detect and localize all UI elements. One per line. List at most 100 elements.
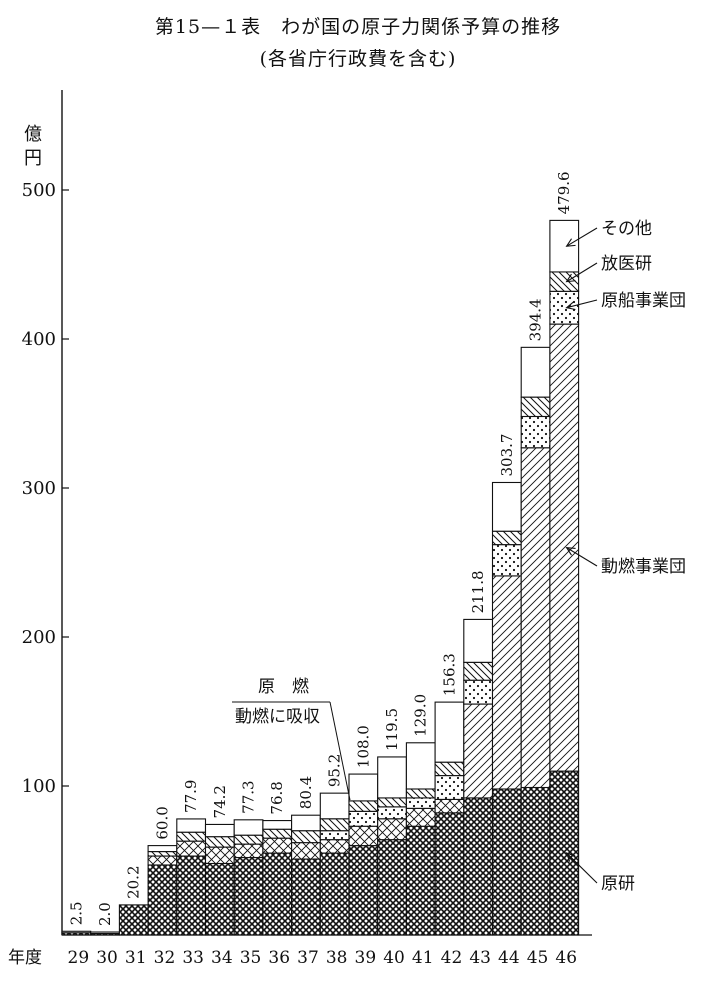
x-tick-label: 36	[268, 948, 290, 968]
bar-segment-46	[549, 271, 580, 292]
bar-segment-46	[549, 770, 580, 936]
legend-arrowhead	[565, 238, 576, 247]
bar-segment-39	[348, 810, 379, 827]
bar-segment-41	[405, 797, 436, 809]
x-tick-label: 35	[240, 948, 262, 968]
bar-total-label: 108.0	[354, 725, 372, 768]
x-tick-label: 44	[498, 948, 520, 968]
x-tick-label: 38	[326, 948, 348, 968]
chart-subtitle: (各省庁行政費を含む)	[259, 48, 457, 70]
x-tick-label: 31	[125, 948, 147, 968]
bar-segment-41	[405, 825, 436, 936]
chart-title: 第15—１表 わが国の原子力関係予算の推移	[154, 16, 562, 38]
bar-segment-38	[319, 818, 350, 832]
bar-total-label: 394.4	[527, 298, 545, 341]
y-tick-label: 200	[22, 627, 56, 648]
bar-segment-34	[204, 836, 235, 848]
bar-segment-37	[291, 830, 321, 844]
bar-total-label: 303.7	[498, 434, 516, 477]
bar-segment-39	[348, 825, 379, 847]
bar-total-label: 129.0	[412, 694, 430, 737]
bar-segment-38	[319, 839, 350, 854]
legend-arrowhead	[565, 273, 576, 283]
legend-arrowhead	[565, 546, 576, 556]
bar-segment-45	[520, 786, 551, 936]
x-tick-label: 43	[469, 948, 491, 968]
legend-label: その他	[601, 219, 652, 239]
bar-segment-40	[377, 839, 407, 936]
bar-segment-44	[491, 575, 522, 790]
bar-segment-46	[549, 323, 580, 772]
annotation-label: 動燃に吸収	[235, 707, 320, 727]
bar-segment-32	[147, 855, 178, 866]
bar-total-label: 119.5	[383, 708, 401, 751]
x-tick-label: 29	[68, 948, 90, 968]
bar-segment-42	[434, 701, 465, 763]
bar-segment-44	[491, 544, 522, 577]
x-tick-label: 45	[527, 948, 549, 968]
bar-segment-41	[405, 807, 436, 827]
bar-segment-32	[147, 864, 178, 936]
bar-total-label: 2.5	[67, 901, 85, 925]
y-tick-label: 300	[22, 478, 56, 499]
bar-segment-46	[549, 290, 580, 325]
bar-segment-43	[463, 661, 494, 681]
annotation-label: 原 燃	[258, 677, 309, 697]
bar-segment-42	[434, 775, 465, 800]
bar-segment-33	[176, 840, 207, 857]
bar-segment-43	[463, 703, 494, 799]
bar-segment-38	[319, 792, 350, 820]
bar-segment-37	[291, 814, 321, 832]
bar-total-label: 74.2	[211, 785, 229, 818]
bar-segment-36	[262, 852, 293, 936]
bar-segment-35	[233, 819, 264, 836]
bar-segment-36	[262, 828, 293, 839]
bar-segment-45	[520, 346, 551, 398]
legend-arrow	[566, 262, 598, 283]
bar-total-label: 211.8	[469, 570, 487, 613]
bar-segment-34	[204, 862, 235, 936]
y-tick-label: 100	[22, 776, 56, 797]
bar-segment-31	[118, 904, 149, 936]
bar-segment-37	[291, 842, 321, 860]
bar-total-label: 95.2	[326, 754, 344, 787]
x-tick-label: 40	[383, 948, 405, 968]
bar-segment-46	[549, 219, 580, 273]
legend-arrow	[566, 852, 598, 884]
bar-segment-33	[176, 855, 207, 936]
x-tick-label: 39	[355, 948, 377, 968]
bar-total-label: 76.8	[268, 781, 286, 814]
bar-total-label: 60.0	[153, 806, 171, 839]
bar-segment-45	[520, 447, 551, 789]
bar-segment-32	[147, 845, 178, 853]
bar-segment-41	[405, 788, 436, 799]
y-axis-unit-label: 億	[24, 124, 42, 145]
bar-segment-42	[434, 761, 465, 777]
legend-label: 原船事業団	[601, 291, 686, 311]
x-tick-label: 33	[182, 948, 204, 968]
bar-total-label: 2.0	[96, 902, 114, 926]
bar-segment-45	[520, 415, 551, 449]
bar-segment-40	[377, 756, 407, 799]
bar-segment-40	[377, 818, 407, 841]
y-tick-label: 400	[22, 329, 56, 350]
bar-segment-29	[61, 930, 92, 934]
bar-total-label: 156.3	[440, 653, 458, 696]
bar-segment-30	[90, 931, 120, 935]
bar-segment-40	[377, 806, 407, 820]
x-tick-label: 32	[154, 948, 176, 968]
bar-segment-43	[463, 797, 494, 936]
legend-label: 放医研	[601, 254, 652, 274]
x-tick-label: 34	[211, 948, 233, 968]
bar-segment-35	[233, 843, 264, 859]
bar-segment-44	[491, 481, 522, 532]
legend-arrowhead	[565, 852, 576, 862]
bar-total-label: 20.2	[125, 865, 143, 898]
bar-total-label: 479.6	[555, 171, 573, 214]
x-tick-label: 37	[297, 948, 319, 968]
bar-segment-36	[262, 837, 293, 854]
bar-segment-34	[204, 846, 235, 865]
bar-segment-39	[348, 845, 379, 936]
bar-segment-44	[491, 530, 522, 546]
bar-segment-43	[463, 618, 494, 663]
